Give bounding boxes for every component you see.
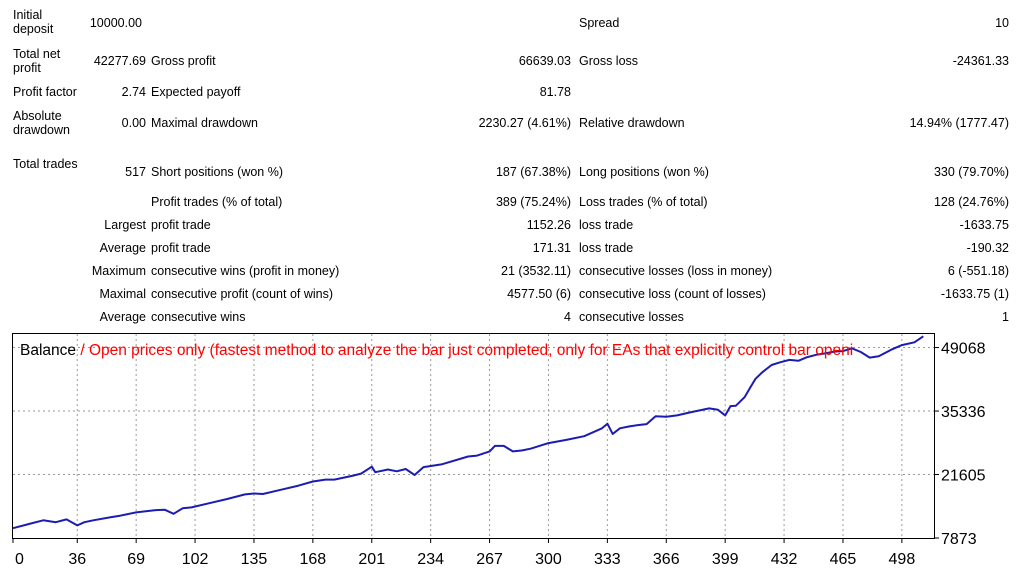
chart-title: Balance	[20, 342, 76, 359]
max-consec-wins-value: 21 (3532.11)	[501, 264, 571, 278]
absolute-drawdown-label: Absolute drawdown	[13, 109, 70, 137]
maximal-consec-profit-label: consecutive profit (count of wins)	[151, 287, 334, 301]
x-tick-label: 168	[300, 551, 327, 568]
maximal-drawdown-value: 2230.27 (4.61%)	[478, 116, 571, 130]
avg-consec-losses-label: consecutive losses	[579, 310, 684, 324]
maximal-consec-loss-value: -1633.75 (1)	[940, 287, 1009, 301]
long-positions-value: 330 (79.70%)	[933, 165, 1009, 179]
long-positions-label: Long positions (won %)	[579, 165, 709, 179]
expected-payoff-value: 81.78	[539, 85, 571, 99]
maximal-drawdown-label: Maximal drawdown	[151, 116, 258, 130]
average-loss-trade-label: loss trade	[579, 241, 634, 255]
y-tick-label: 35336	[941, 404, 986, 421]
max-consec-losses-label: consecutive losses (loss in money)	[579, 264, 773, 278]
short-positions-value: 187 (67.38%)	[495, 165, 571, 179]
x-tick-label: 366	[653, 551, 680, 568]
loss-trades-label: Loss trades (% of total)	[579, 195, 708, 209]
stats-report: Initial deposit 10000.00 Spread 10 Total…	[13, 8, 1009, 324]
spread-label: Spread	[579, 16, 620, 30]
x-tick-layer: 0 36 69 102 135 168 201 234 267 300 333 366 399 432 46…	[12, 538, 916, 568]
max-consec-wins-label: consecutive wins (profit in money)	[151, 264, 340, 278]
gross-profit-value: 66639.03	[518, 54, 571, 68]
x-tick-label: 333	[594, 551, 621, 568]
x-tick-label: 465	[830, 551, 857, 568]
x-tick-label: 432	[771, 551, 798, 568]
x-tick-label: 267	[476, 551, 503, 568]
average-label: Average	[99, 241, 146, 255]
avg-consec-wins-value: 4	[564, 310, 571, 324]
average-profit-trade-label: profit trade	[151, 241, 211, 255]
initial-deposit-value: 10000.00	[89, 16, 142, 30]
x-tick-label: 498	[889, 551, 916, 568]
average-loss-trade-value: -190.32	[966, 241, 1009, 255]
profit-factor-value: 2.74	[121, 85, 146, 99]
avg-consec-wins-label: consecutive wins	[151, 310, 246, 324]
average-profit-trade-value: 171.31	[532, 241, 571, 255]
profit-trades-value: 389 (75.24%)	[495, 195, 571, 209]
x-tick-label: 0	[15, 551, 24, 568]
gross-profit-label: Gross profit	[151, 54, 216, 68]
maximal-label: Maximal	[99, 287, 146, 301]
spread-value: 10	[995, 16, 1009, 30]
largest-label: Largest	[104, 218, 146, 232]
max-consec-losses-value: 6 (-551.18)	[947, 264, 1009, 278]
y-tick-label: 7873	[941, 531, 977, 548]
largest-profit-trade-value: 1152.26	[526, 218, 571, 232]
relative-drawdown-value: 14.94% (1777.47)	[909, 116, 1009, 130]
initial-deposit-label: Initial deposit	[13, 8, 54, 36]
balance-series-line	[12, 335, 924, 530]
y-tick-label: 21605	[941, 468, 986, 485]
total-net-profit-value: 42277.69	[93, 54, 146, 68]
largest-loss-trade-value: -1633.75	[959, 218, 1009, 232]
line-layer	[12, 335, 924, 530]
x-tick-label: 135	[241, 551, 268, 568]
x-tick-label: 201	[358, 551, 385, 568]
maximal-consec-loss-label: consecutive loss (count of losses)	[579, 287, 766, 301]
largest-profit-trade-label: profit trade	[151, 218, 211, 232]
expected-payoff-label: Expected payoff	[151, 85, 241, 99]
profit-trades-label: Profit trades (% of total)	[151, 195, 283, 209]
loss-trades-value: 128 (24.76%)	[933, 195, 1009, 209]
chart-title-line: Balance / Open prices only (fastest meth…	[20, 342, 853, 359]
gross-loss-label: Gross loss	[579, 54, 639, 68]
maximum-label: Maximum	[91, 264, 146, 278]
balance-chart-svg: 49068 35336 21605 7873 0 36 69 102 135 168 201 234…	[12, 333, 986, 568]
x-tick-label: 102	[182, 551, 209, 568]
plot-frame	[12, 333, 935, 539]
y-tick-layer: 49068 35336 21605 7873	[934, 341, 986, 548]
grid-layer	[13, 334, 934, 538]
x-tick-label: 69	[127, 551, 145, 568]
maximal-consec-profit-value: 4577.50 (6)	[507, 287, 571, 301]
title-separator: /	[76, 342, 89, 359]
absolute-drawdown-value: 0.00	[121, 116, 146, 130]
short-positions-label: Short positions (won %)	[151, 165, 284, 179]
gross-loss-value: -24361.33	[952, 54, 1009, 68]
y-tick-label: 49068	[941, 341, 986, 358]
profit-factor-label: Profit factor	[13, 85, 77, 99]
chart-subtitle: Open prices only (fastest method to anal…	[89, 342, 853, 359]
x-tick-label: 399	[712, 551, 739, 568]
total-trades-value: 517	[125, 165, 146, 179]
total-trades-label: Total trades	[13, 157, 78, 171]
total-net-profit-label: Total net profit	[13, 47, 61, 75]
x-tick-label: 300	[535, 551, 562, 568]
avg-consec-losses-value: 1	[1002, 310, 1009, 324]
x-tick-label: 36	[68, 551, 86, 568]
average2-label: Average	[99, 310, 146, 324]
relative-drawdown-label: Relative drawdown	[579, 116, 685, 130]
x-tick-label: 234	[417, 551, 444, 568]
largest-loss-trade-label: loss trade	[579, 218, 634, 232]
balance-chart: 49068 35336 21605 7873 0 36 69 102 135 168 201 234…	[12, 333, 1024, 571]
